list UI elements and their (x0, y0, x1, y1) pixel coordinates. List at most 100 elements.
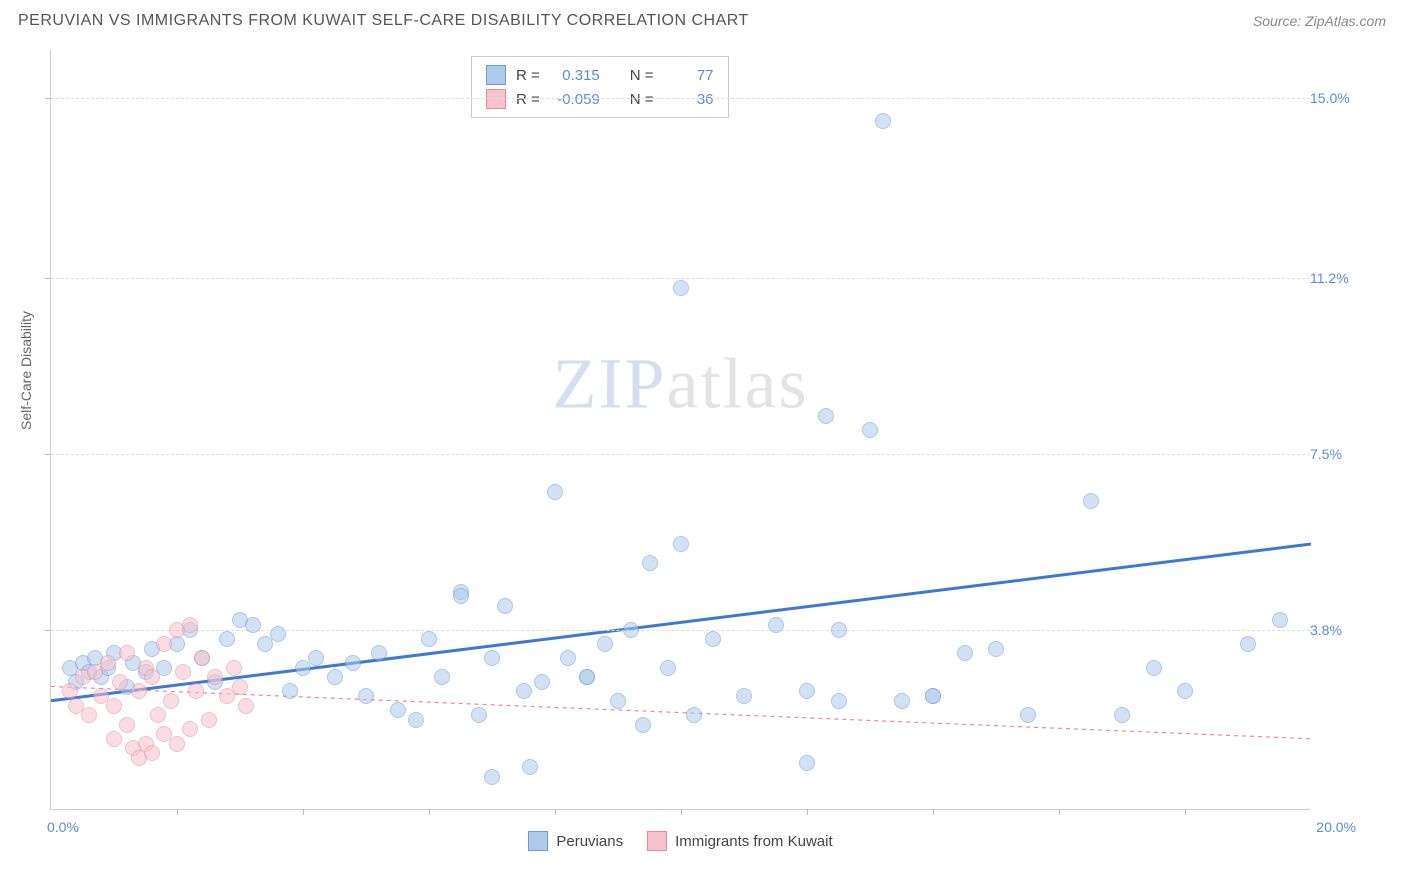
chart-title: PERUVIAN VS IMMIGRANTS FROM KUWAIT SELF-… (18, 12, 749, 30)
source-attribution: Source: ZipAtlas.com (1253, 13, 1386, 29)
data-point (1020, 707, 1036, 723)
x-tick (681, 809, 682, 815)
x-tick (177, 809, 178, 815)
data-point (705, 631, 721, 647)
data-point (471, 707, 487, 723)
source-name: ZipAtlas.com (1305, 13, 1386, 29)
x-tick (303, 809, 304, 815)
swatch-kuwait (486, 89, 506, 109)
data-point (182, 721, 198, 737)
data-point (818, 408, 834, 424)
legend-item-kuwait: Immigrants from Kuwait (647, 831, 833, 851)
x-tick (1185, 809, 1186, 815)
data-point (232, 679, 248, 695)
data-point (390, 702, 406, 718)
legend-label-kuwait: Immigrants from Kuwait (675, 833, 833, 850)
x-axis-max-label: 20.0% (1316, 819, 1356, 835)
data-point (150, 707, 166, 723)
data-point (579, 669, 595, 685)
correlation-stats-box: R = 0.315 N = 77 R = -0.059 N = 36 (471, 56, 729, 118)
data-point (736, 688, 752, 704)
data-point (1083, 493, 1099, 509)
data-point (1240, 636, 1256, 652)
data-point (270, 626, 286, 642)
stats-row-peruvians: R = 0.315 N = 77 (486, 63, 714, 87)
y-tick (45, 630, 51, 631)
data-point (100, 655, 116, 671)
data-point (484, 769, 500, 785)
r-label: R = (516, 67, 540, 84)
data-point (522, 759, 538, 775)
x-tick (555, 809, 556, 815)
data-point (635, 717, 651, 733)
n-value-peruvians: 77 (664, 67, 714, 84)
data-point (497, 598, 513, 614)
data-point (182, 617, 198, 633)
y-tick (45, 454, 51, 455)
y-tick (45, 278, 51, 279)
legend-swatch-peruvians (528, 831, 548, 851)
scatter-chart: Self-Care Disability ZIPatlas R = 0.315 … (50, 50, 1360, 840)
watermark: ZIPatlas (553, 342, 809, 425)
data-point (358, 688, 374, 704)
data-point (144, 745, 160, 761)
data-point (245, 617, 261, 633)
data-point (673, 536, 689, 552)
r-label: R = (516, 91, 540, 108)
data-point (119, 717, 135, 733)
r-value-peruvians: 0.315 (550, 67, 600, 84)
chart-header: PERUVIAN VS IMMIGRANTS FROM KUWAIT SELF-… (0, 0, 1406, 38)
data-point (988, 641, 1004, 657)
data-point (327, 669, 343, 685)
data-point (686, 707, 702, 723)
legend-label-peruvians: Peruvians (556, 833, 623, 850)
data-point (453, 588, 469, 604)
data-point (623, 622, 639, 638)
data-point (282, 683, 298, 699)
data-point (106, 698, 122, 714)
data-point (642, 555, 658, 571)
data-point (112, 674, 128, 690)
gridline (51, 454, 1310, 455)
data-point (799, 755, 815, 771)
data-point (547, 484, 563, 500)
data-point (925, 688, 941, 704)
data-point (1177, 683, 1193, 699)
y-axis-title: Self-Care Disability (18, 311, 34, 430)
x-tick (1059, 809, 1060, 815)
stats-row-kuwait: R = -0.059 N = 36 (486, 87, 714, 111)
data-point (1146, 660, 1162, 676)
x-tick (807, 809, 808, 815)
data-point (188, 683, 204, 699)
plot-area: ZIPatlas R = 0.315 N = 77 R = -0.059 N =… (50, 50, 1310, 810)
data-point (345, 655, 361, 671)
data-point (831, 693, 847, 709)
data-point (875, 113, 891, 129)
data-point (831, 622, 847, 638)
data-point (560, 650, 576, 666)
legend-item-peruvians: Peruvians (528, 831, 623, 851)
data-point (119, 645, 135, 661)
data-point (421, 631, 437, 647)
legend: Peruvians Immigrants from Kuwait (51, 831, 1310, 851)
data-point (131, 683, 147, 699)
data-point (534, 674, 550, 690)
data-point (194, 650, 210, 666)
data-point (175, 664, 191, 680)
y-tick-label: 7.5% (1310, 446, 1360, 462)
data-point (308, 650, 324, 666)
data-point (207, 669, 223, 685)
r-value-kuwait: -0.059 (550, 91, 600, 108)
data-point (169, 736, 185, 752)
data-point (1272, 612, 1288, 628)
data-point (156, 636, 172, 652)
data-point (163, 693, 179, 709)
data-point (434, 669, 450, 685)
y-tick-label: 3.8% (1310, 622, 1360, 638)
data-point (144, 669, 160, 685)
data-point (201, 712, 217, 728)
swatch-peruvians (486, 65, 506, 85)
legend-swatch-kuwait (647, 831, 667, 851)
n-value-kuwait: 36 (664, 91, 714, 108)
data-point (862, 422, 878, 438)
